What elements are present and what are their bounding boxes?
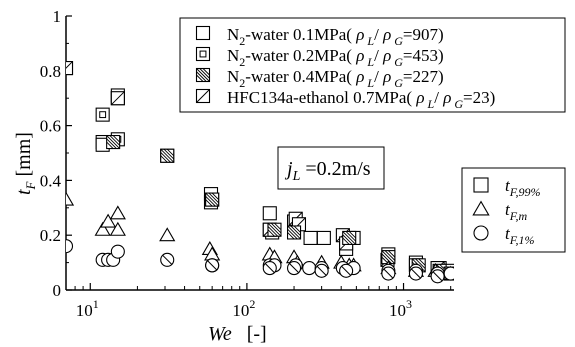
legend-fluid-item: N2-water 0.4MPa( ρ L/ ρ G=227) xyxy=(195,67,444,90)
data-point xyxy=(286,261,302,276)
data-point xyxy=(314,263,329,278)
data-point xyxy=(110,91,125,106)
legend-fluid-item: N2-water 0.1MPa( ρ L/ ρ G=907) xyxy=(195,25,444,48)
legend-fluid-label: N2-water 0.2MPa( ρ L/ ρ G=453) xyxy=(227,46,444,69)
legend-fluid-item: N2-water 0.2MPa( ρ L/ ρ G=453) xyxy=(195,46,444,69)
data-point xyxy=(302,261,317,276)
data-point xyxy=(267,222,282,237)
y-tick-label: 1 xyxy=(53,7,62,26)
y-tick-label: 0.6 xyxy=(40,117,61,136)
data-point xyxy=(443,266,454,281)
legend-fluid-item: HFC134a-ethanol 0.7MPa( ρ L/ ρ G=23) xyxy=(195,88,495,111)
annotation-frame xyxy=(277,146,385,190)
x-tick-label: 103 xyxy=(389,297,412,320)
data-point xyxy=(205,192,220,207)
x-tick-label: 102 xyxy=(232,297,255,320)
x-tick-label: 101 xyxy=(76,297,99,320)
data-point xyxy=(109,205,126,220)
legend-symbol-item: tF,99% xyxy=(473,176,541,199)
x-axis-label: We [-] xyxy=(208,323,267,345)
x-axis-title: We [-] xyxy=(208,323,267,345)
legend-fluid-label: HFC134a-ethanol 0.7MPa( ρ L/ ρ G=23) xyxy=(227,88,495,111)
y-axis-title: tF [mm] xyxy=(13,132,38,195)
data-point xyxy=(110,244,125,259)
legend-symbol-item: tF,1% xyxy=(473,224,535,247)
data-point xyxy=(159,227,176,242)
data-point xyxy=(381,266,396,281)
data-point xyxy=(94,221,111,236)
data-point xyxy=(262,206,277,221)
annotation-box: jL =0.2m/s xyxy=(277,146,385,190)
legend-symbol-label: tF,m xyxy=(505,200,528,223)
legend-symbol-label: tF,1% xyxy=(505,224,535,247)
data-point xyxy=(430,269,445,284)
legend-fluids-box xyxy=(179,17,566,113)
data-point xyxy=(408,266,423,281)
data-point xyxy=(342,230,357,245)
legend-symbol-label: tF,99% xyxy=(505,176,541,199)
legend-symbol-item: tF,m xyxy=(472,200,528,223)
legend-fluid-label: N2-water 0.1MPa( ρ L/ ρ G=907) xyxy=(227,25,444,48)
data-point xyxy=(66,239,74,254)
annotation-text: jL =0.2m/s xyxy=(284,158,371,184)
data-point xyxy=(66,61,74,76)
y-axis-label: tF [mm] xyxy=(13,132,38,195)
data-point xyxy=(262,261,277,276)
y-tick-label: 0.4 xyxy=(40,171,62,190)
data-point xyxy=(316,230,331,245)
y-tick-label: 0.2 xyxy=(40,226,61,245)
legend-symbols: tF,99%tF,mtF,1% xyxy=(461,167,566,253)
data-point xyxy=(205,258,220,273)
data-point xyxy=(106,134,121,150)
y-tick-label: 0 xyxy=(53,281,62,300)
data-point xyxy=(303,230,318,245)
data-point xyxy=(95,107,110,122)
data-point xyxy=(66,191,75,206)
data-point xyxy=(381,250,396,265)
data-point xyxy=(339,263,354,278)
data-point xyxy=(100,213,117,228)
legend-fluid-label: N2-water 0.4MPa( ρ L/ ρ G=227) xyxy=(227,67,444,90)
data-point xyxy=(160,252,175,267)
data-points xyxy=(66,61,454,284)
legend-fluids: N2-water 0.1MPa( ρ L/ ρ G=907)N2-water 0… xyxy=(179,17,566,113)
data-point xyxy=(109,221,126,236)
y-tick-label: 0.8 xyxy=(40,62,61,81)
axes: 0 0.2 0.4 0.6 0.8 1 101 102 103 xyxy=(40,7,454,320)
data-point xyxy=(286,225,302,240)
data-point xyxy=(160,148,175,163)
